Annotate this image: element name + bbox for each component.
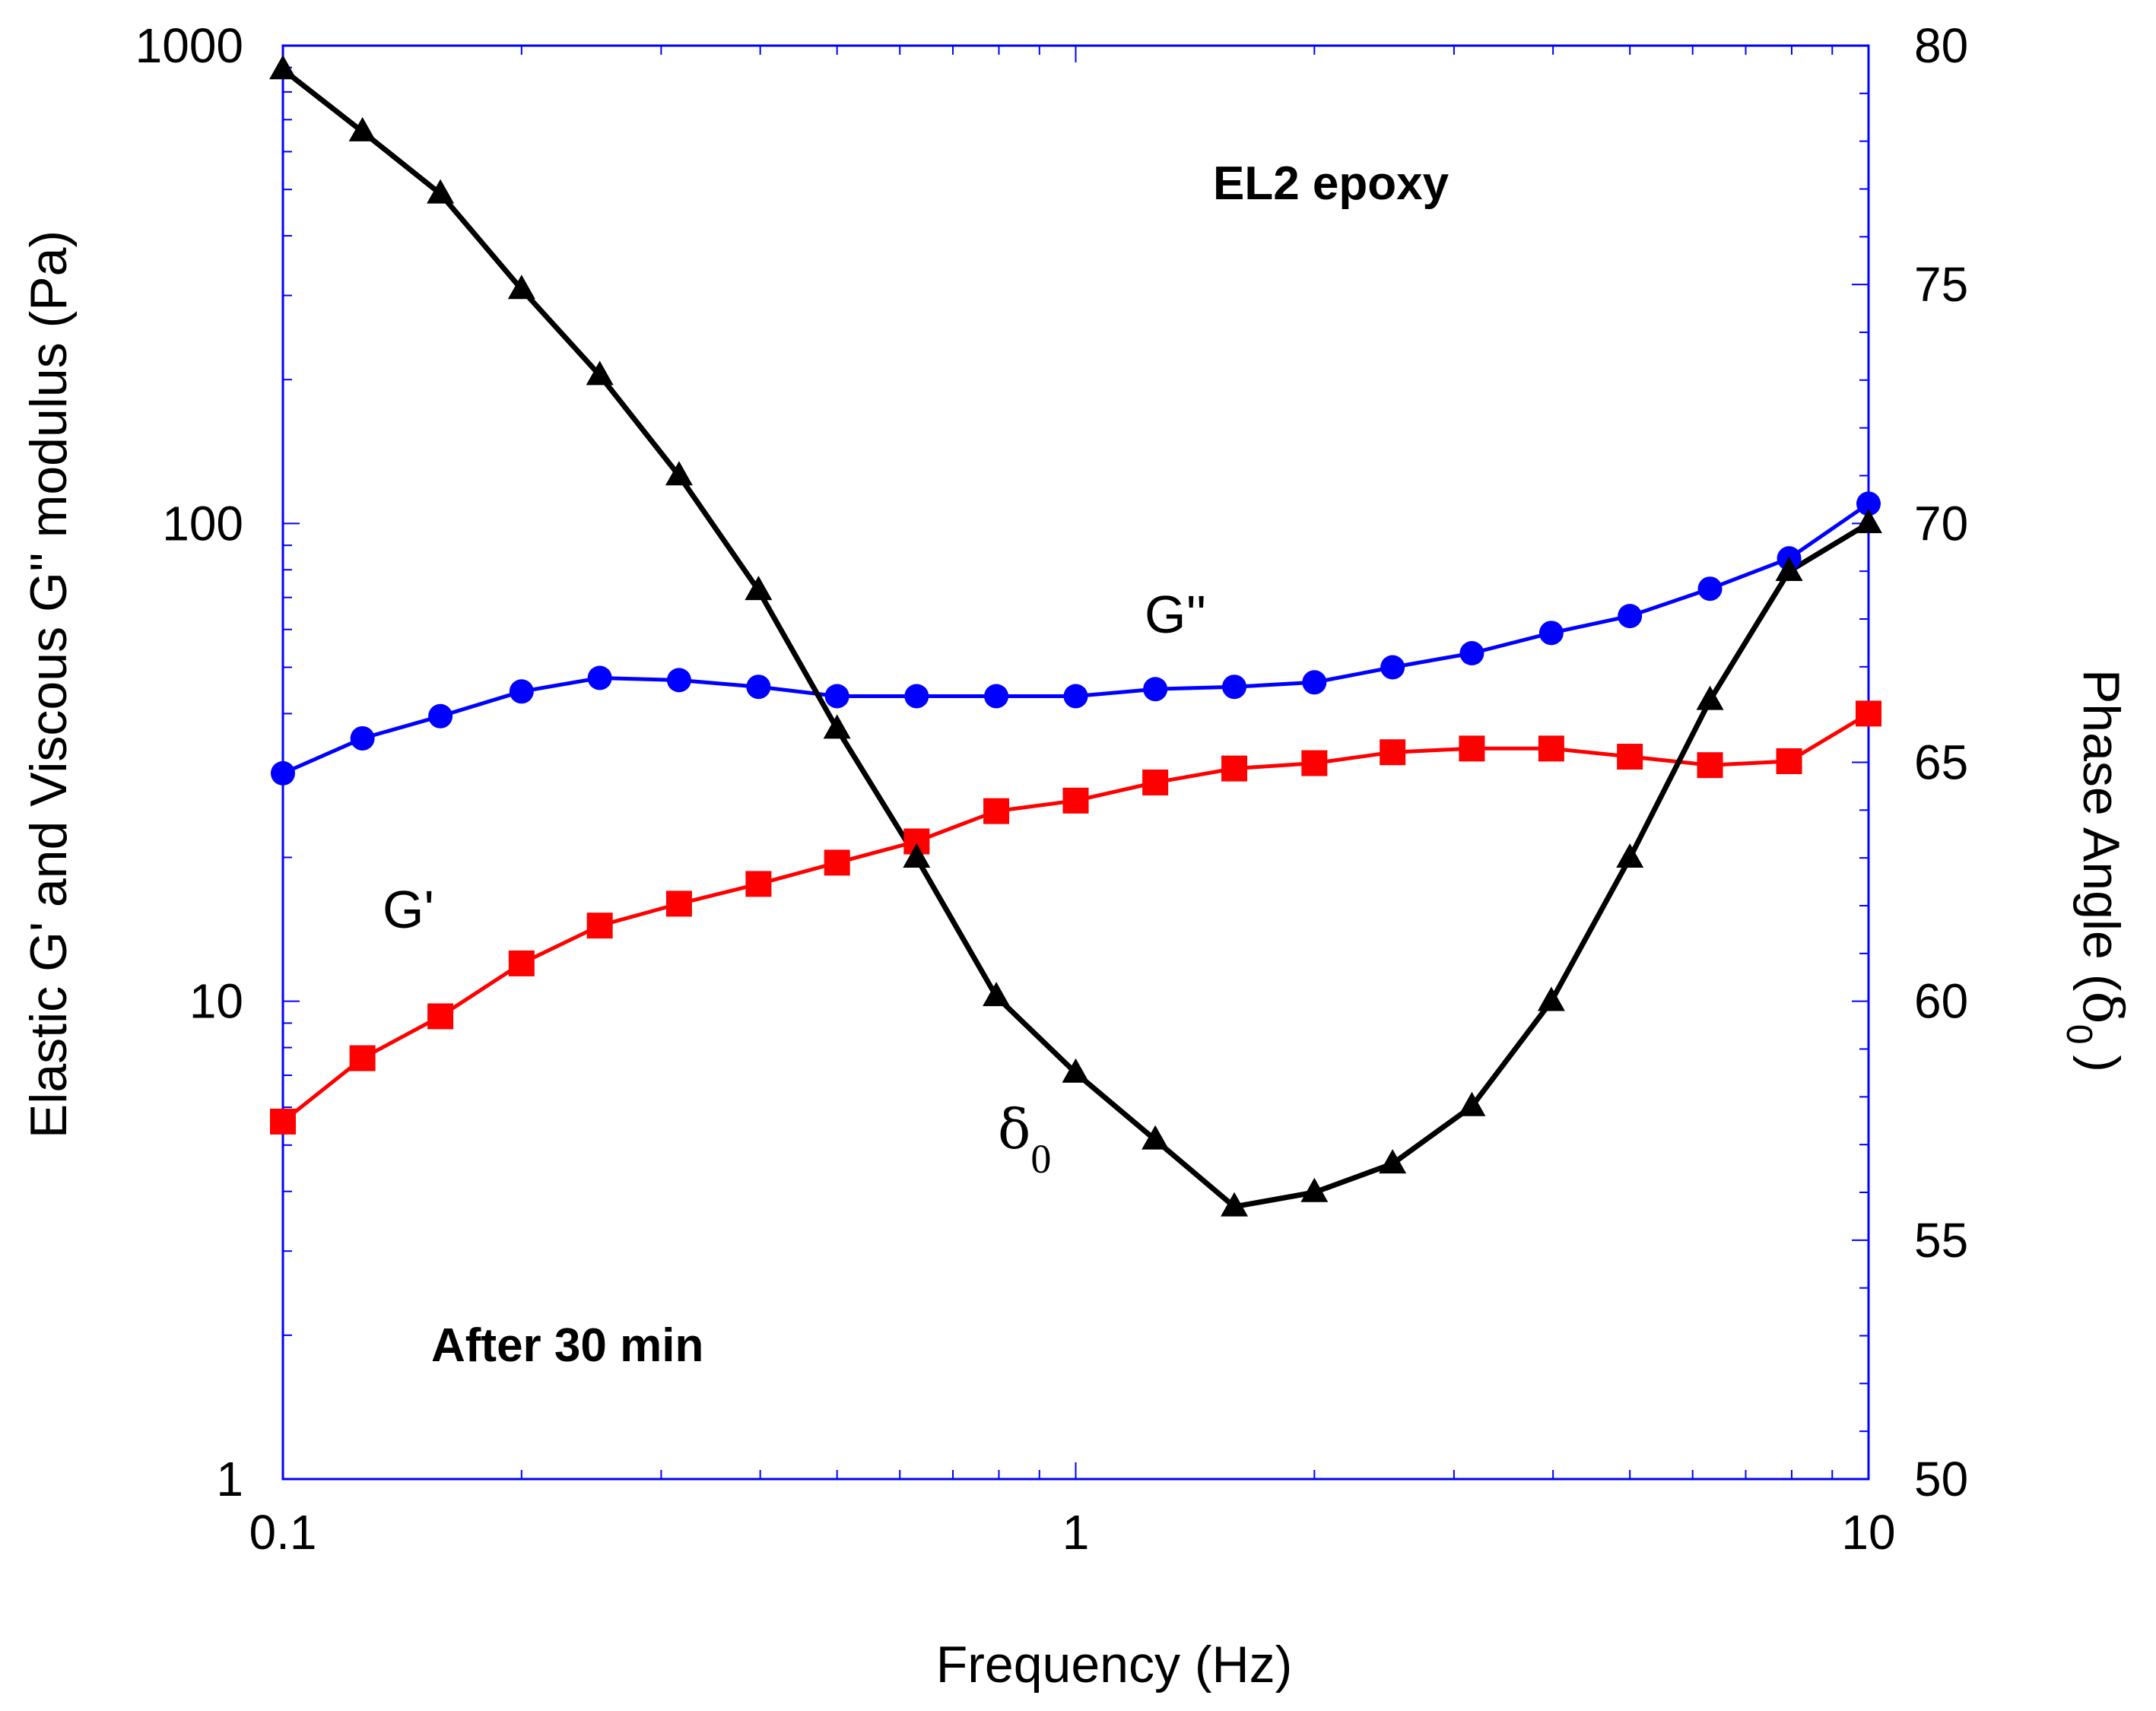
point-square xyxy=(824,849,850,876)
point-circle xyxy=(350,725,375,751)
y-left-tick-label: 100 xyxy=(162,496,243,551)
y-right-tick-label: 65 xyxy=(1914,735,1968,790)
y-right-tick-labels: 50 55 60 65 70 75 80 xyxy=(1914,18,1968,1506)
y-right-axis-title-symbol: δ xyxy=(2071,991,2135,1024)
point-circle xyxy=(824,684,849,709)
point-circle xyxy=(1459,641,1484,666)
svg-text:Phase Angle (δ0): Phase Angle (δ0) xyxy=(2059,669,2135,1072)
point-square xyxy=(508,950,535,976)
point-triangle xyxy=(1142,1125,1170,1150)
point-circle xyxy=(746,675,771,700)
y-left-tick-label: 1 xyxy=(216,1452,243,1506)
point-triangle xyxy=(1300,1177,1329,1202)
point-triangle xyxy=(1616,843,1644,868)
point-triangle xyxy=(903,843,931,868)
point-triangle xyxy=(1855,509,1882,534)
point-square xyxy=(1142,769,1169,795)
point-square xyxy=(1538,735,1564,762)
y-right-tick-label: 60 xyxy=(1914,974,1968,1029)
point-circle xyxy=(1856,491,1881,516)
point-square xyxy=(1062,787,1089,814)
annotation-el2-epoxy: EL2 epoxy xyxy=(1213,157,1450,210)
point-square xyxy=(745,871,772,897)
point-circle xyxy=(1697,576,1723,602)
point-circle xyxy=(271,760,295,786)
y-left-tick-label: 10 xyxy=(189,974,243,1029)
point-square xyxy=(270,1108,296,1135)
point-triangle xyxy=(1458,1091,1486,1116)
label-g-double-prime: G'' xyxy=(1145,585,1206,644)
label-delta-sub: 0 xyxy=(1030,1136,1051,1182)
point-square xyxy=(1617,744,1643,770)
x-tick-labels: 0.1 1 10 xyxy=(249,1505,1896,1560)
point-triangle xyxy=(1379,1149,1407,1174)
point-square xyxy=(1697,752,1723,779)
y-right-axis-title-main: Phase Angle ( xyxy=(2072,669,2130,992)
point-triangle xyxy=(1062,1058,1090,1083)
y-right-tick-label: 80 xyxy=(1914,18,1968,73)
point-circle xyxy=(984,684,1009,709)
point-triangle xyxy=(1775,556,1803,581)
point-triangle xyxy=(983,982,1011,1007)
point-triangle xyxy=(427,179,455,204)
point-triangle xyxy=(1221,1192,1249,1217)
point-square xyxy=(349,1045,376,1071)
y-right-tick-label: 75 xyxy=(1914,257,1968,312)
x-tick-label: 10 xyxy=(1841,1505,1895,1560)
annotation-after-30-min: After 30 min xyxy=(431,1319,703,1372)
point-square xyxy=(1301,750,1328,776)
y-right-tick-label: 55 xyxy=(1914,1213,1968,1268)
point-square xyxy=(427,1003,454,1030)
y-left-axis-title: Elastic G' and Viscous G'' modulus (Pa) xyxy=(20,230,78,1138)
y-right-tick-label: 50 xyxy=(1914,1452,1968,1506)
y-right-axis-title-close: ) xyxy=(2072,1055,2130,1072)
point-circle xyxy=(509,679,534,704)
point-square xyxy=(1221,755,1248,782)
point-triangle xyxy=(665,461,693,486)
point-triangle xyxy=(269,55,297,80)
point-square xyxy=(1459,735,1485,762)
x-axis-title: Frequency (Hz) xyxy=(936,1636,1293,1694)
series-markers xyxy=(269,55,1882,1217)
point-circle xyxy=(1618,604,1643,629)
y-left-tick-label: 1000 xyxy=(135,18,243,73)
x-tick-label: 0.1 xyxy=(249,1505,317,1560)
point-square xyxy=(1380,739,1406,766)
minor-ticks xyxy=(283,46,1869,1479)
point-square xyxy=(586,913,613,939)
label-delta-0: δ0 xyxy=(998,1097,1051,1182)
point-circle xyxy=(1302,670,1327,695)
label-delta-symbol: δ xyxy=(998,1097,1030,1161)
y-right-tick-label: 70 xyxy=(1914,496,1968,551)
point-triangle xyxy=(507,275,535,300)
point-circle xyxy=(587,665,612,690)
point-square xyxy=(1856,700,1881,727)
point-circle xyxy=(1063,684,1088,709)
point-square xyxy=(1776,748,1802,774)
point-circle xyxy=(1222,675,1247,700)
point-triangle xyxy=(745,576,773,601)
point-circle xyxy=(904,684,929,709)
label-g-prime: G' xyxy=(383,880,434,939)
x-tick-label: 1 xyxy=(1062,1505,1090,1560)
point-circle xyxy=(428,703,453,729)
point-triangle xyxy=(1696,685,1724,710)
point-circle xyxy=(1538,621,1564,646)
y-left-tick-labels: 1 10 100 1000 xyxy=(135,18,243,1506)
y-right-axis-title-sub: 0 xyxy=(2059,1024,2099,1045)
point-triangle xyxy=(823,714,851,739)
point-triangle xyxy=(586,360,614,386)
point-triangle xyxy=(348,116,376,141)
point-triangle xyxy=(1537,986,1565,1011)
point-circle xyxy=(666,668,691,693)
point-square xyxy=(983,798,1010,824)
y-right-axis-title: Phase Angle (δ0) xyxy=(2059,669,2135,1072)
point-circle xyxy=(1143,677,1168,702)
point-square xyxy=(665,890,692,917)
point-circle xyxy=(1380,655,1405,680)
